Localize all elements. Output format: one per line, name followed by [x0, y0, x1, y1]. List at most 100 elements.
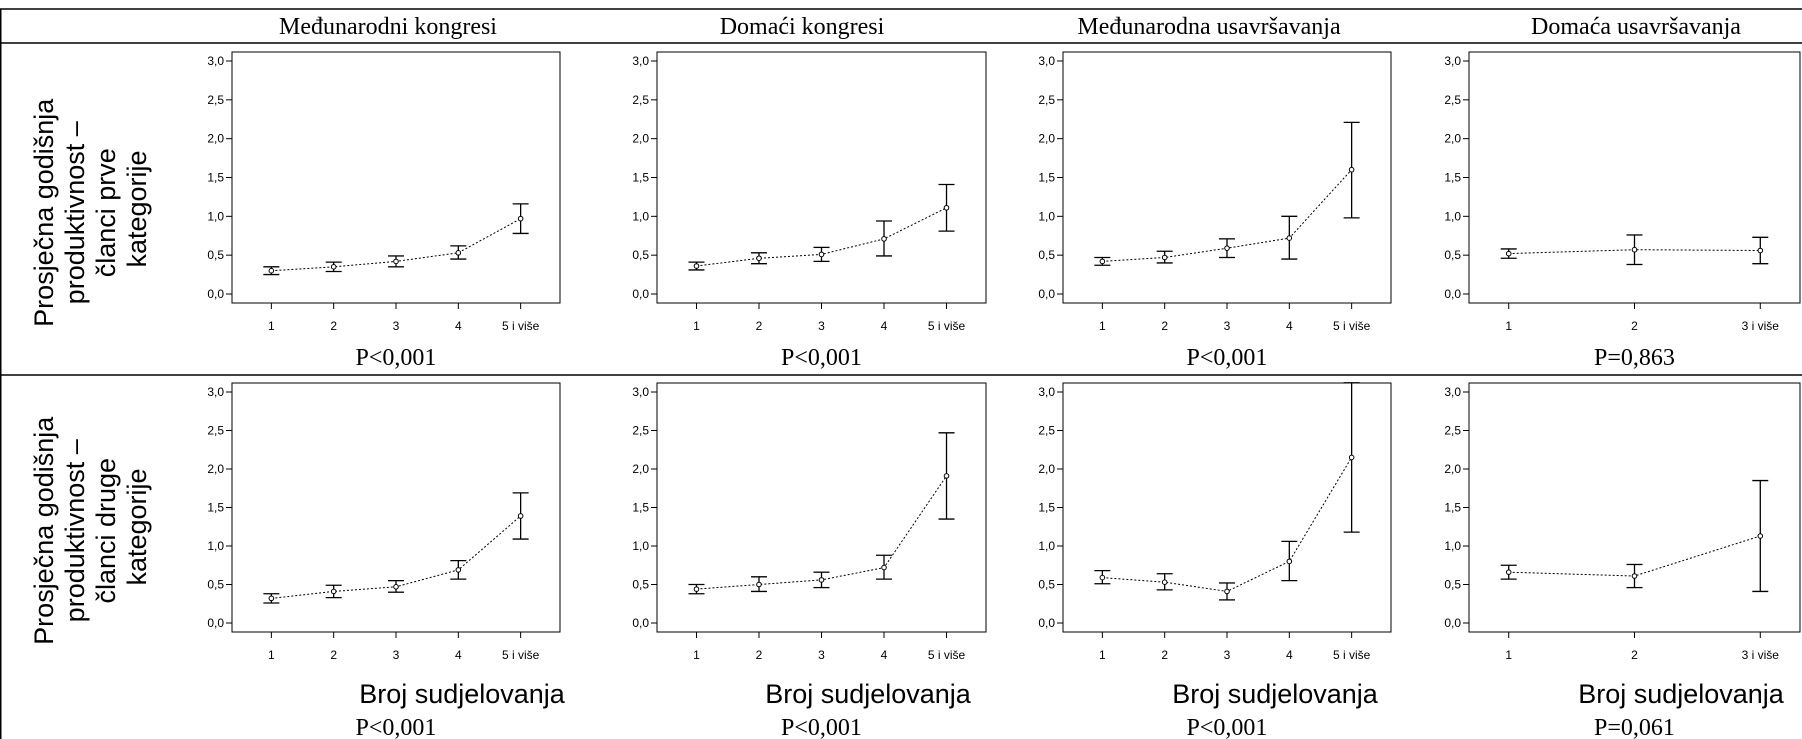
data-point	[1099, 574, 1106, 581]
column-headers: Međunarodni kongresi Domaći kongresi Međ…	[279, 14, 1741, 40]
row-label-1: Prosječna godišnja produktivnost – članc…	[29, 416, 152, 645]
x-tick-label: 3 i više	[1742, 648, 1780, 662]
x-tick-label: 3	[1224, 319, 1231, 333]
y-tick-label: 2,0	[1444, 132, 1461, 146]
row-label-1-line-0: Prosječna godišnja	[29, 416, 59, 645]
y-tick-label: 0,0	[1444, 616, 1461, 630]
data-point	[1757, 247, 1764, 254]
data-point	[818, 251, 825, 258]
data-point	[393, 258, 399, 265]
y-tick-label: 2,5	[1444, 93, 1461, 107]
table-frame	[0, 8, 1802, 739]
x-tick-label: 3	[393, 319, 400, 333]
data-point	[693, 586, 700, 592]
y-tick-label: 1,0	[1444, 539, 1461, 553]
data-point	[756, 255, 762, 262]
x-tick-label: 2	[1631, 648, 1638, 662]
x-tick-label: 5 i više	[928, 648, 966, 662]
y-tick-label: 3,0	[632, 385, 649, 399]
x-tick-label: 2	[330, 319, 337, 333]
x-tick-label: 1	[1505, 648, 1512, 662]
y-tick-label: 2,5	[1038, 424, 1055, 438]
data-point	[881, 564, 887, 571]
column-header-1: Domaći kongresi	[720, 14, 885, 40]
y-tick-label: 1,5	[1038, 501, 1055, 515]
x-tick-label: 1	[268, 319, 275, 333]
data-point	[1757, 533, 1764, 539]
y-tick-label: 1,0	[1038, 209, 1055, 223]
row-label-0-line-2: članci prve	[91, 148, 121, 277]
p-value-label: P=0,863	[1594, 345, 1675, 371]
y-tick-label: 0,5	[632, 578, 649, 592]
x-tick-label: 4	[455, 648, 462, 662]
x-tick-label: 2	[756, 648, 763, 662]
data-point	[1224, 245, 1230, 251]
plot-frame	[656, 51, 987, 304]
x-tick-label: 3	[393, 648, 400, 662]
p-value-label: P<0,001	[1187, 715, 1268, 739]
y-tick-label: 2,0	[1038, 462, 1055, 476]
data-point	[517, 513, 524, 519]
x-tick-label: 4	[881, 648, 888, 662]
x-tick-label: 2	[1161, 319, 1168, 333]
data-point	[268, 595, 275, 602]
p-value-label: P<0,001	[781, 345, 862, 371]
y-tick-label: 0,0	[632, 616, 649, 630]
x-tick-label: 1	[1099, 319, 1106, 333]
data-point	[1099, 258, 1106, 265]
y-tick-label: 1,5	[1444, 501, 1461, 515]
p-value-label: P<0,001	[356, 715, 437, 739]
row-label-0-line-1: produktivnost –	[60, 121, 90, 304]
data-point	[1348, 166, 1355, 173]
column-header-0: Međunarodni kongresi	[279, 14, 497, 40]
y-tick-label: 1,5	[207, 501, 224, 515]
data-point	[1631, 246, 1638, 253]
x-axis-title-3: Broj sudjelovanja	[1578, 679, 1785, 709]
y-tick-label: 0,0	[632, 287, 649, 301]
y-tick-label: 1,5	[632, 501, 649, 515]
y-tick-label: 0,0	[1038, 616, 1055, 630]
data-point	[1161, 579, 1168, 585]
p-value-label: P<0,001	[1187, 345, 1268, 371]
panel-r1c1: 0,0 0,5 1,0 1,5 2,0 2,5 3,0 1 2 3 4 5 i više P<0,001	[632, 382, 987, 739]
x-tick-label: 5 i više	[502, 648, 540, 662]
panels: 0,0 0,5 1,0 1,5 2,0 2,5 3,0 1 2 3 4 5 i više P<0,001…	[207, 51, 1801, 739]
x-tick-label: 1	[693, 319, 700, 333]
y-tick-label: 3,0	[632, 54, 649, 68]
y-tick-label: 0,5	[1444, 578, 1461, 592]
data-point	[881, 236, 887, 242]
y-tick-label: 2,0	[207, 132, 224, 146]
y-tick-label: 1,5	[207, 171, 224, 185]
x-tick-label: 1	[1505, 319, 1512, 333]
y-tick-label: 2,0	[1444, 462, 1461, 476]
x-tick-label: 4	[1286, 648, 1293, 662]
x-tick-label: 2	[1631, 319, 1638, 333]
x-tick-label: 1	[693, 648, 700, 662]
y-tick-label: 0,5	[1444, 248, 1461, 262]
p-value-label: P=0,061	[1594, 715, 1675, 739]
x-tick-label: 3	[1224, 648, 1231, 662]
x-tick-label: 1	[268, 648, 275, 662]
panel-r0c2: 0,0 0,5 1,0 1,5 2,0 2,5 3,0 1 2 3 4 5 i više P<0,001	[1038, 51, 1392, 371]
x-axis-title-1: Broj sudjelovanja	[765, 679, 972, 709]
plot-frame	[1468, 382, 1801, 633]
panel-r1c0: 0,0 0,5 1,0 1,5 2,0 2,5 3,0 1 2 3 4 5 i više P<0,001	[207, 382, 561, 739]
y-tick-label: 2,5	[632, 424, 649, 438]
x-tick-label: 3	[818, 648, 825, 662]
y-tick-label: 1,5	[1038, 171, 1055, 185]
y-tick-label: 2,0	[632, 132, 649, 146]
y-tick-label: 1,0	[207, 209, 224, 223]
row-label-0-line-3: kategorije	[122, 150, 152, 267]
y-tick-label: 1,5	[632, 171, 649, 185]
data-point	[330, 264, 337, 270]
x-tick-label: 2	[330, 648, 337, 662]
row-label-0: Prosječna godišnja produktivnost – članc…	[29, 98, 152, 327]
y-tick-label: 3,0	[207, 54, 224, 68]
y-tick-label: 0,5	[1038, 248, 1055, 262]
y-tick-label: 3,0	[1444, 54, 1461, 68]
row-label-1-line-3: kategorije	[122, 468, 152, 585]
x-axis-title-2: Broj sudjelovanja	[1172, 679, 1379, 709]
x-axis-title-0: Broj sudjelovanja	[359, 679, 566, 709]
x-tick-label: 2	[756, 319, 763, 333]
